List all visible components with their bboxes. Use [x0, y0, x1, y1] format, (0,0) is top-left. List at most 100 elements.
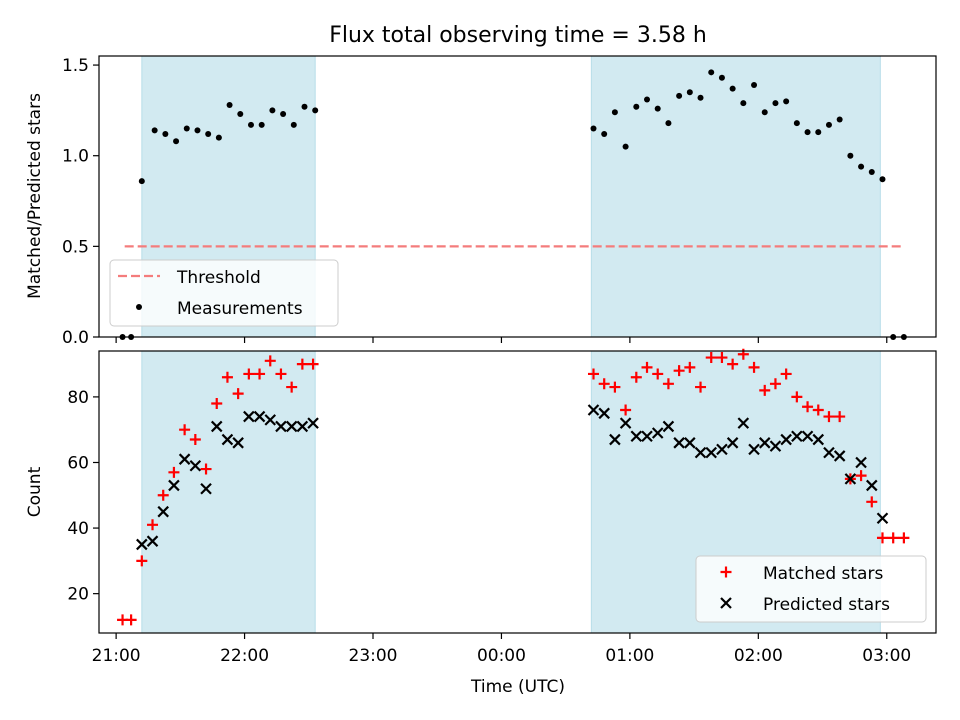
- matched-star-point: [275, 368, 287, 380]
- measurement-point: [590, 125, 597, 132]
- measurement-point: [815, 129, 822, 136]
- predicted-star-point: [705, 446, 718, 459]
- matched-star-point: [812, 404, 824, 416]
- matched-star-point: [662, 378, 674, 390]
- matched-star-point: [887, 532, 899, 544]
- legend-box: [695, 555, 927, 623]
- chart-title: Flux total observing time = 3.58 h: [329, 23, 707, 48]
- measurement-point: [205, 130, 212, 137]
- matched-star-point: [673, 365, 685, 377]
- matched-star-point: [598, 378, 610, 390]
- bottom-y-axis-label: Count: [25, 466, 45, 517]
- measurement-point: [793, 120, 800, 127]
- predicted-star-point: [630, 430, 643, 443]
- measurement-point: [226, 101, 233, 108]
- measurement-point: [611, 109, 618, 116]
- matched-star-point: [780, 368, 792, 380]
- matched-star-point: [136, 555, 148, 567]
- predicted-star-point: [221, 433, 234, 446]
- matched-star-point: [630, 371, 642, 383]
- measurement-point: [215, 134, 222, 141]
- y-tick-label: 1.5: [62, 56, 89, 76]
- measurement-point: [783, 98, 790, 105]
- matched-star-point: [157, 489, 169, 501]
- matched-star-point: [609, 381, 621, 393]
- measurement-point: [247, 121, 254, 128]
- predicted-star-point: [662, 420, 675, 433]
- matched-star-point: [823, 411, 835, 423]
- matched-star-point: [748, 361, 760, 373]
- axes-frame: [98, 350, 937, 634]
- matched-star-point: [307, 358, 319, 370]
- y-tick-label: 60: [67, 453, 89, 473]
- x-tick-label: 02:00: [734, 646, 783, 666]
- matched-star-point: [716, 352, 728, 364]
- predicted-star-point: [716, 443, 728, 456]
- predicted-star-point: [866, 479, 878, 492]
- shaded-interval: [590, 55, 881, 338]
- predicted-star-point: [178, 453, 191, 465]
- legend-matched-label: Matched stars: [763, 564, 883, 584]
- predicted-star-point: [264, 414, 277, 426]
- measurement-point: [686, 89, 693, 96]
- legend-measurements-swatch: [136, 304, 142, 310]
- matched-star-point: [620, 404, 632, 416]
- measurement-point: [740, 100, 747, 107]
- predicted-star-point: [598, 407, 610, 420]
- measurement-point: [761, 109, 768, 116]
- matched-star-point: [211, 397, 223, 409]
- legend-predicted-label: Predicted stars: [763, 595, 890, 615]
- measurement-point: [708, 69, 715, 76]
- legend-box: [109, 259, 339, 327]
- predicted-star-point: [780, 433, 792, 446]
- matched-star-point: [876, 532, 888, 544]
- x-tick-label: 23:00: [349, 646, 398, 666]
- y-tick-label: 0.5: [62, 237, 89, 257]
- measurement-point: [183, 125, 190, 132]
- matched-star-point: [759, 384, 771, 396]
- predicted-star-point: [748, 443, 760, 456]
- matched-star-point: [286, 381, 298, 393]
- measurement-point: [836, 116, 843, 123]
- legend-matched-swatch: [720, 566, 732, 578]
- measurement-point: [194, 127, 201, 134]
- matched-star-point: [641, 361, 653, 373]
- predicted-star-point: [285, 420, 298, 433]
- predicted-star-point: [833, 450, 846, 462]
- matched-star-point: [855, 470, 867, 482]
- matched-star-point: [684, 361, 696, 373]
- matched-star-point: [200, 463, 212, 475]
- matched-star-point: [179, 424, 191, 436]
- matched-star-point: [587, 368, 599, 380]
- measurement-point: [151, 127, 158, 134]
- matched-star-point: [296, 358, 308, 370]
- matched-star-point: [898, 532, 910, 544]
- matched-star-point: [232, 388, 244, 400]
- measurement-point: [654, 105, 661, 112]
- matched-star-point: [727, 358, 739, 370]
- predicted-star-point: [641, 430, 653, 443]
- measurement-point: [237, 111, 244, 118]
- predicted-star-point: [296, 420, 309, 433]
- predicted-star-point: [694, 446, 707, 459]
- predicted-star-point: [210, 420, 223, 433]
- predicted-star-point: [200, 482, 212, 495]
- matched-star-point: [264, 355, 276, 367]
- predicted-star-point: [307, 417, 319, 429]
- predicted-star-point: [146, 535, 159, 547]
- top-y-axis-label: Matched/Predicted stars: [25, 93, 45, 299]
- y-tick-label: 40: [67, 519, 89, 539]
- predicted-star-point: [673, 437, 685, 449]
- matched-star-point: [705, 352, 717, 364]
- predicted-star-point: [844, 473, 857, 485]
- shaded-interval: [141, 350, 316, 634]
- predicted-star-point: [823, 446, 835, 459]
- x-tick-label: 00:00: [477, 646, 526, 666]
- predicted-star-point: [243, 410, 255, 423]
- matched-star-point: [125, 614, 137, 626]
- predicted-star-point: [769, 440, 782, 452]
- predicted-star-point: [168, 479, 180, 492]
- measurement-point: [665, 120, 672, 127]
- measurement-point: [858, 163, 865, 170]
